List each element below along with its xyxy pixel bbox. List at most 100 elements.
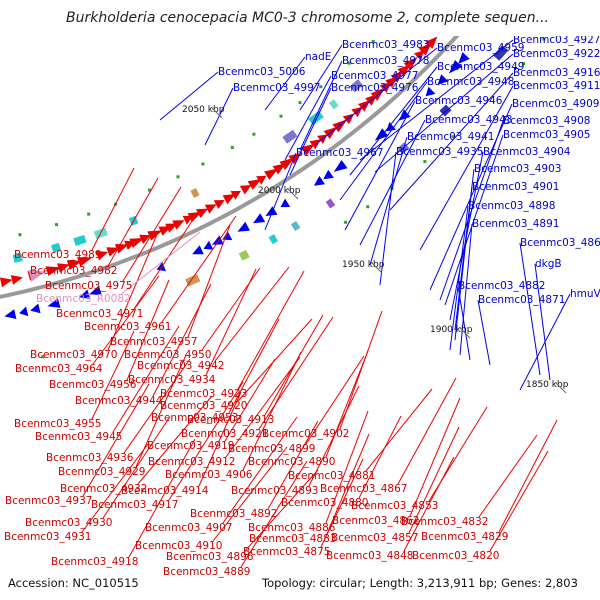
cog-block [328,99,339,110]
leader-line [359,39,514,161]
gene-arrow [30,303,41,314]
leader-line [389,72,514,211]
gene-label: Bcenmc03_4935 [396,146,483,158]
leader-line [242,351,302,471]
gene-arrow [374,128,389,141]
leader-line [91,167,135,251]
gene-arrow [222,193,236,205]
gene-arrow [253,213,266,224]
gene-label: Bcenmc03_4961 [84,321,171,333]
gene-label: Bcenmc03_4971 [56,308,143,320]
leader-line [198,391,242,487]
gene-label: Bcenmc03_4909 [512,98,599,110]
leader-line [299,60,343,151]
leader-line [102,417,170,519]
gene-label: Bcenmc03_4910 [135,540,222,552]
gene-arrow [403,56,418,71]
gene-label: Bcenmc03_4950 [124,349,211,361]
gene-label: Bcenmc03_4918 [51,556,138,568]
gene-label: Bcenmc03_4919 [147,440,234,452]
gene-label: Bcenmc03_4904 [483,146,571,158]
gene-label: Bcenmc03_4889 [163,566,250,578]
gene-label: Bcenmc03_4907 [145,522,232,534]
gene-arrow [323,169,334,180]
gene-arrow [203,240,214,250]
gene-label: Bcenmc03_4946 [415,95,503,107]
gene-arrow [10,275,23,285]
leader-line [201,267,261,351]
gc-mark [18,233,22,237]
leader-line [204,87,234,146]
gene-label: Bcenmc03_4886 [248,522,336,534]
gene-label: dkgB [535,258,562,270]
gene-label: nadE [305,51,331,63]
gene-label: Bcenmc03_4913 [187,414,274,426]
leader-line [519,242,541,376]
gc-mark [55,223,58,227]
gc-mark [279,114,283,118]
leader-line [498,419,558,533]
scale-label: 2000 kbp [258,186,301,196]
gene-label: Bcenmc03_4880 [281,497,368,509]
leader-line [379,151,397,286]
gene-arrow [158,226,172,236]
scale-label: 2050 kbp [182,105,225,115]
gene-arrow [256,175,267,185]
gene-arrow [89,285,102,296]
gene-arrow [0,277,13,288]
leader-line [187,224,231,338]
gene-arrow [139,234,151,244]
cog-block [190,187,200,198]
gene-arrow [300,143,315,156]
gene-arrow [213,200,225,209]
gene-arrow [129,238,145,248]
leader-line [374,53,514,173]
gene-label: Bcenmc03_4905 [503,129,590,141]
map-title: Burkholderia cenocepacia MC0-3 chromosom… [66,10,549,26]
leader-line [119,231,201,296]
gene-arrow [204,204,217,214]
gene-label: Bcenmc03_4964 [15,363,103,375]
leader-line [459,223,473,356]
chromosome-backbone [0,0,491,299]
scale-tick [371,262,383,274]
gene-label: Bcenmc03_4916 [513,67,600,79]
cog-block [73,234,87,246]
leader-line [107,231,159,351]
gene-label: Bcenmc03_4931 [4,531,91,543]
gene-arrow [313,175,325,186]
cog-block [439,104,452,117]
gene-arrow [95,251,109,261]
gc-mark [148,188,151,192]
leader-line [339,81,428,201]
gene-label: Bcenmc03_4820 [412,550,499,562]
gene-label: Bcenmc03_4936 [46,452,134,464]
leader-line [534,263,551,381]
leader-line [299,44,343,111]
leader-line [457,285,471,361]
leader-line [137,395,213,485]
gc-mark [41,355,45,359]
leader-line [264,56,306,111]
gene-label: Bcenmc03_4921 [181,428,268,440]
gene-label: Bcenmc03_4970 [30,349,117,361]
leader-line [444,134,504,306]
gene-label: Bcenmc03_4903 [474,163,561,175]
leader-line [267,420,319,510]
leader-line [81,443,149,533]
gene-label: Bcenmc03_4893 [231,485,318,497]
leader-line [161,215,237,323]
leader-line [519,293,571,391]
cog-block [268,234,278,245]
gene-label: Bcenmc03_4943 [425,114,512,126]
leader-line [358,415,402,499]
cog-block [12,253,23,263]
leader-line [264,152,297,231]
gene-label: Bcenmc03_4953 [151,412,238,424]
leader-line [326,433,370,535]
gene-arrow [437,74,449,85]
leader-line [408,426,460,534]
gene-label: Bcenmc03_4883 [249,533,336,545]
gene-label: Bcenmc03_4882 [458,280,545,292]
gene-label: Bcenmc03_4948 [427,76,514,88]
